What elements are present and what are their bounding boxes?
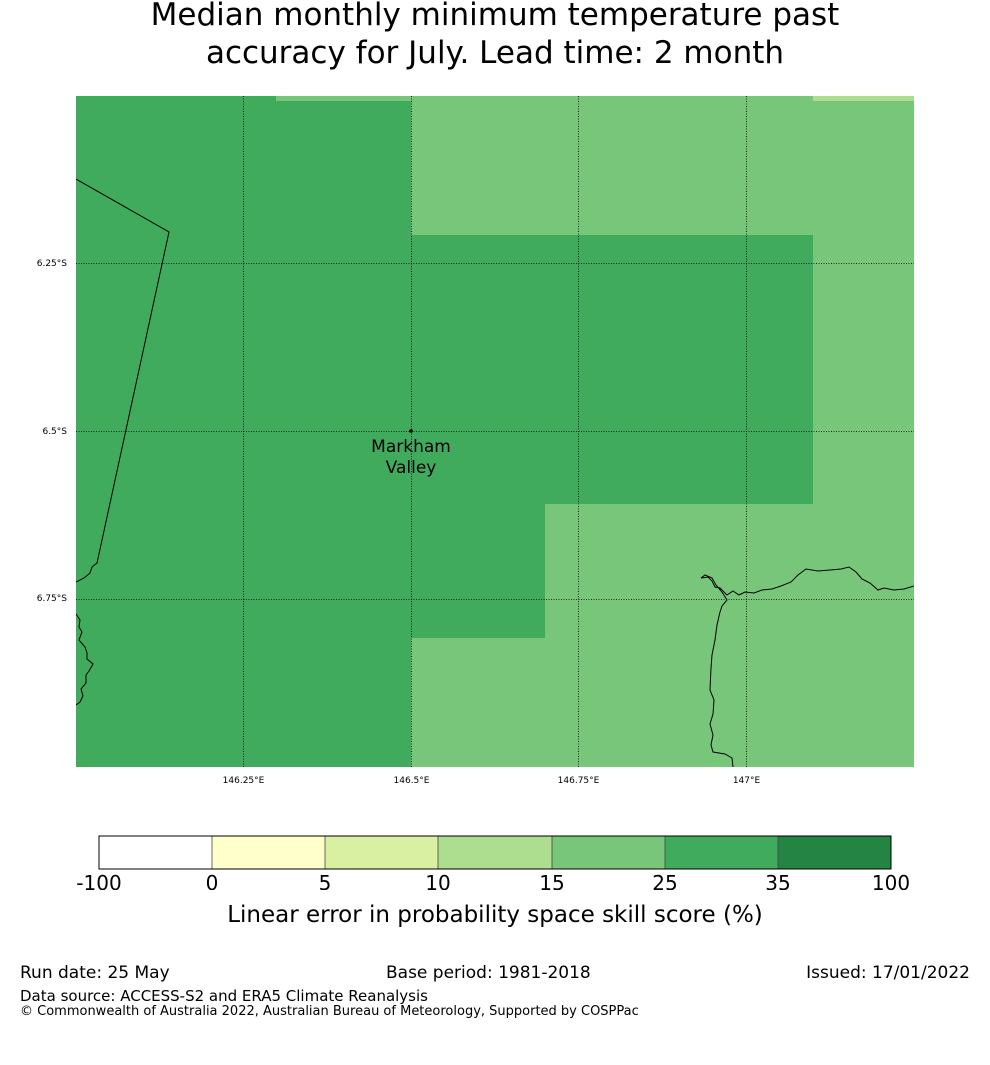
run-date: Run date: 25 May: [20, 963, 170, 983]
colorbar: -100 0 5 10 15 25 35 100: [76, 835, 910, 890]
colorbar-tick-label: -100: [76, 871, 121, 890]
base-period: Base period: 1981-2018: [386, 963, 591, 983]
colorbar-frame: [98, 835, 892, 870]
colorbar-tick-label: 15: [539, 871, 564, 890]
place-label-line1: Markham: [371, 437, 451, 457]
lat-tick-label: 6.25°S: [37, 259, 68, 269]
skill-cell-25: [276, 96, 411, 101]
issued-date: Issued: 17/01/2022: [806, 963, 970, 983]
colorbar-tick-label: 25: [652, 871, 677, 890]
place-marker: [409, 429, 413, 433]
colorbar-label: Linear error in probability space skill …: [227, 902, 763, 928]
colorbar-segment: [99, 836, 212, 869]
lon-tick-label: 146.75°E: [558, 776, 600, 786]
map-area: Markham Valley: [76, 96, 914, 767]
coastline-east: [700, 566, 914, 767]
colorbar-segment: [665, 836, 778, 869]
skill-cell-25: [545, 504, 914, 638]
colorbar-segment: [552, 836, 665, 869]
colorbar-tick-label: 0: [206, 871, 219, 890]
skill-cell-25: [411, 96, 914, 235]
data-source: Data source: ACCESS-S2 and ERA5 Climate …: [20, 987, 428, 1005]
colorbar-tick-label: 100: [872, 871, 910, 890]
coastline-west: [76, 613, 94, 706]
colorbar-dividers: [211, 836, 779, 869]
colorbar-ticks: -100 0 5 10 15 25 35 100: [76, 871, 910, 890]
skill-cell-25: [813, 235, 914, 504]
lon-tick-label: 146.5°E: [394, 776, 430, 786]
copyright: © Commonwealth of Australia 2022, Austra…: [20, 1004, 639, 1019]
map-panel: Markham Valley 146.25°E 146.5°E 146.75°E…: [37, 96, 914, 786]
skill-cell-15: [813, 96, 914, 101]
skill-cell-25: [411, 638, 914, 767]
lon-tick-label: 147°E: [733, 776, 761, 786]
lat-tick-label: 6.75°S: [37, 594, 68, 604]
chart-title-line2: accuracy for July. Lead time: 2 month: [205, 35, 785, 71]
colorbar-segment: [325, 836, 438, 869]
border-line: [76, 178, 170, 583]
lon-tick-label: 146.25°E: [223, 776, 265, 786]
colorbar-segment: [212, 836, 325, 869]
map-svg: Markham Valley 146.25°E 146.5°E 146.75°E…: [37, 96, 914, 786]
chart-title-line1: Median monthly minimum temperature past: [150, 0, 840, 33]
lat-tick-label: 6.5°S: [42, 427, 67, 437]
coastlines: [76, 178, 914, 767]
colorbar-segment: [438, 836, 552, 869]
lon-tick-labels: 146.25°E 146.5°E 146.75°E 147°E: [223, 776, 761, 786]
lat-tick-labels: 6.25°S 6.5°S 6.75°S: [37, 259, 68, 604]
colorbar-tick-label: 35: [765, 871, 790, 890]
colorbar-segment: [778, 836, 891, 869]
place-label-line2: Valley: [386, 458, 437, 478]
colorbar-tick-label: 10: [425, 871, 450, 890]
colorbar-tick-label: 5: [319, 871, 332, 890]
